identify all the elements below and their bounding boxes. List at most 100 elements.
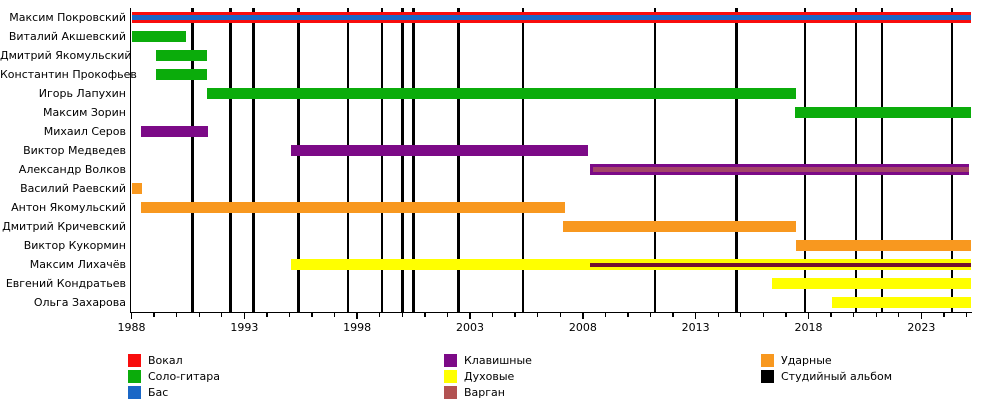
member-name-label: Михаил Серов (43, 124, 126, 138)
member-name-label: Максим Лихачёв (29, 257, 126, 271)
x-axis-minor-tick (672, 313, 674, 317)
legend-label: Духовые (464, 370, 515, 383)
x-axis-minor-tick (604, 313, 607, 317)
x-axis-minor-tick (333, 313, 336, 317)
x-axis-minor-tick (311, 313, 313, 317)
studio-album-line (950, 8, 954, 312)
x-axis-minor-tick (559, 313, 561, 317)
x-axis-minor-tick (153, 313, 155, 317)
x-axis-minor-tick (875, 313, 877, 317)
x-axis-minor-tick (717, 313, 719, 317)
member-name-label: Виктор Кукормин (23, 238, 126, 252)
x-axis-minor-tick (943, 313, 945, 317)
x-axis-minor-tick (649, 313, 652, 317)
legend-label: Бас (148, 386, 169, 399)
member-name-label: Игорь Лапухин (38, 86, 126, 100)
timeline-bar (156, 69, 208, 80)
x-axis-minor-tick (221, 313, 223, 317)
studio-album-line (346, 8, 350, 312)
x-axis-year-label: 2008 (568, 321, 597, 334)
x-axis-minor-tick (514, 313, 516, 317)
x-axis-year-label: 1988 (117, 321, 146, 334)
studio-album-line (653, 8, 657, 312)
legend-color-swatch (444, 354, 457, 367)
x-axis-minor-tick (785, 313, 787, 317)
timeline-bar (832, 297, 971, 308)
x-axis-major-tick (243, 313, 246, 320)
x-axis-minor-tick (898, 313, 900, 317)
legend-label: Вокал (148, 354, 183, 367)
timeline-bar (131, 31, 186, 42)
legend-label: Ударные (781, 354, 832, 367)
studio-album-line (803, 8, 807, 312)
timeline-bar-stripe (589, 262, 971, 267)
member-name-label: Максим Зорин (43, 105, 126, 119)
studio-album-line (854, 8, 858, 312)
timeline-bar (772, 278, 971, 289)
studio-album-line (191, 8, 194, 312)
x-axis-minor-tick (537, 313, 539, 317)
x-axis-minor-tick (965, 313, 968, 317)
x-axis-minor-tick (830, 313, 832, 317)
x-axis-major-tick (469, 313, 471, 320)
x-axis-minor-tick (852, 313, 855, 317)
member-name-label: Виталий Акшевский (8, 29, 126, 43)
legend-color-swatch (128, 354, 141, 367)
studio-album-line (229, 8, 233, 312)
x-axis-major-tick (920, 313, 923, 320)
studio-album-line (297, 8, 300, 312)
studio-album-line (401, 8, 404, 312)
legend-color-swatch (761, 354, 774, 367)
x-axis-year-label: 2018 (794, 321, 823, 334)
legend-label: Студийный альбом (781, 370, 893, 383)
legend-label: Варган (464, 386, 505, 399)
x-axis-minor-tick (762, 313, 765, 317)
timeline-bar (140, 202, 565, 213)
x-axis-major-tick (807, 313, 810, 320)
y-axis-spine (130, 8, 132, 312)
x-axis-minor-tick (446, 313, 449, 317)
x-axis-minor-tick (740, 313, 742, 317)
member-name-label: Дмитрий Якомульский (0, 48, 132, 62)
x-axis-minor-tick (198, 313, 200, 317)
member-name-label: Максим Покровский (9, 10, 126, 24)
x-axis-major-tick (582, 313, 584, 320)
timeline-bar-stripe (592, 167, 969, 172)
legend-color-swatch (761, 370, 774, 383)
member-name-label: Евгений Кондратьев (5, 276, 126, 290)
timeline-bar-stripe (131, 15, 971, 20)
studio-album-line (457, 8, 460, 312)
x-axis-major-tick (694, 313, 697, 320)
member-name-label: Антон Якомульский (11, 200, 126, 214)
legend-color-swatch (444, 370, 457, 383)
studio-album-line (380, 8, 384, 312)
x-axis-minor-tick (288, 313, 291, 317)
timeline-bar (290, 145, 589, 156)
timeline-bar (131, 183, 142, 194)
x-axis-year-label: 2023 (907, 321, 936, 334)
member-name-label: Александр Волков (18, 162, 126, 176)
x-axis-year-label: 2003 (456, 321, 484, 334)
timeline-bar (207, 88, 797, 99)
member-name-label: Дмитрий Кричевский (2, 219, 126, 233)
timeline-bar (140, 126, 209, 137)
legend-color-swatch (128, 386, 141, 399)
member-name-label: Виктор Медведев (23, 143, 126, 157)
studio-album-line (880, 8, 884, 312)
legend-color-swatch (128, 370, 141, 383)
timeline-bar (156, 50, 208, 61)
x-axis-minor-tick (266, 313, 268, 317)
timeline-bar (794, 107, 971, 118)
x-axis-year-label: 2013 (681, 321, 710, 334)
x-axis-minor-tick (424, 313, 426, 317)
member-name-label: Василий Раевский (20, 181, 126, 195)
studio-album-line (412, 8, 415, 312)
x-axis-minor-tick (379, 313, 381, 317)
x-axis-minor-tick (627, 313, 629, 317)
x-axis-minor-tick (175, 313, 178, 317)
x-axis-year-label: 1998 (343, 321, 372, 334)
timeline-bar (562, 221, 797, 232)
studio-album-line (252, 8, 255, 312)
x-axis-major-tick (130, 313, 133, 320)
member-name-label: Ольга Захарова (33, 295, 126, 309)
